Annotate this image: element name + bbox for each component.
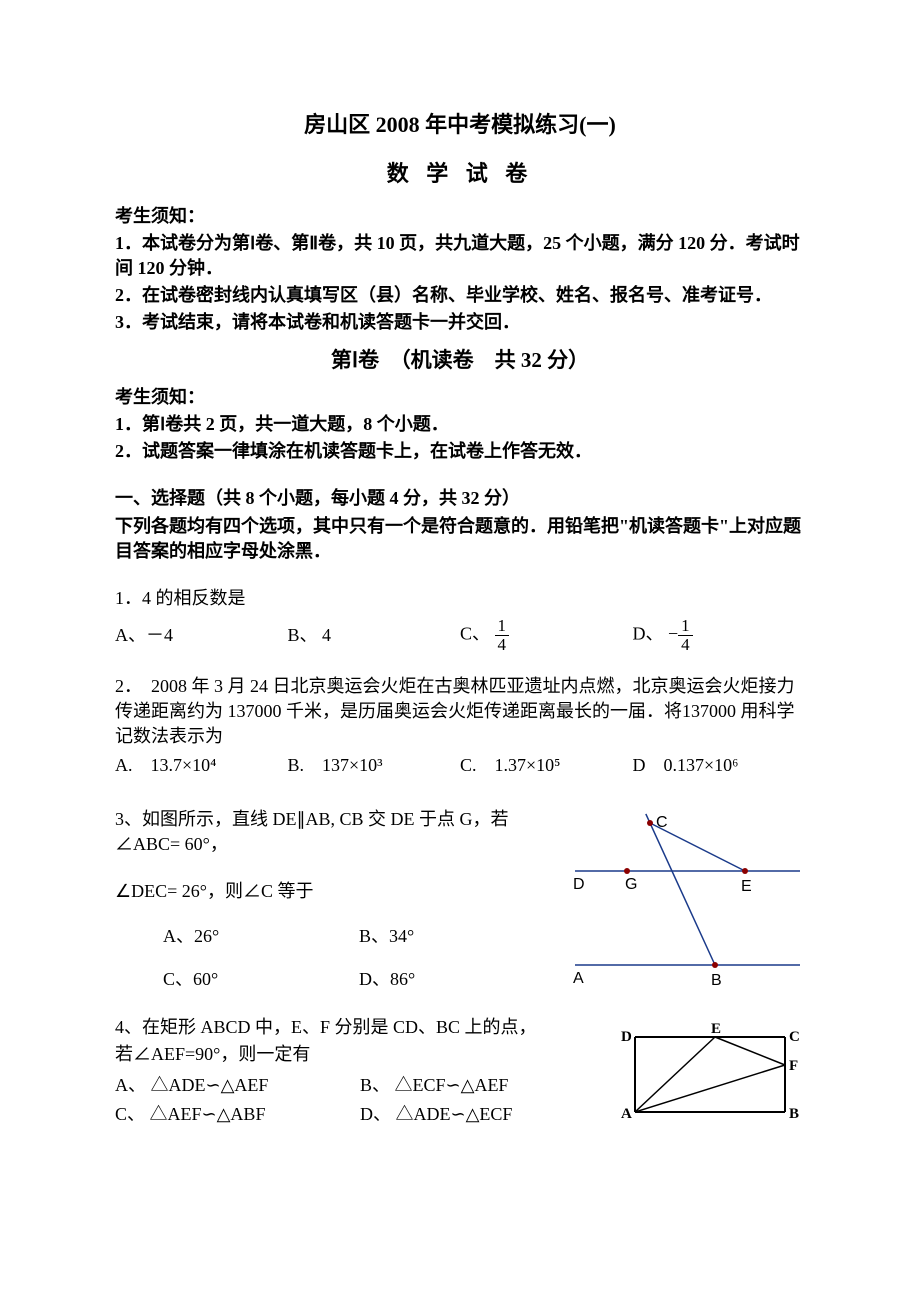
q4-l1: 4、在矩形 ABCD 中，E、F 分别是 CD、BC 上的点，: [115, 1015, 605, 1040]
q1-d-den: 4: [678, 636, 693, 654]
svg-text:C: C: [789, 1029, 800, 1045]
instr1-l3: 3．考试结束，请将本试卷和机读答题卡一并交回．: [115, 310, 805, 335]
instr1-head: 考生须知：: [115, 204, 805, 229]
mc-head: 一、选择题（共 8 个小题，每小题 4 分，共 32 分）: [115, 486, 805, 511]
svg-text:E: E: [711, 1021, 721, 1037]
q3-l1: 3、如图所示，直线 DE∥AB, CB 交 DE 于点 G，若 ∠ABC= 60…: [115, 807, 555, 857]
rectangle-diagram-icon: D C B A E F: [605, 1017, 805, 1127]
svg-text:F: F: [789, 1058, 798, 1074]
q3-opt-b: B、34°: [359, 924, 555, 949]
q4-opt-d: D、 △ADE∽△ECF: [360, 1102, 605, 1127]
q1-opt-b: B、 4: [288, 623, 461, 648]
instr1-l1: 1．本试卷分为第Ⅰ卷、第Ⅱ卷，共 10 页，共九道大题，25 个小题，满分 12…: [115, 231, 805, 281]
mc-instr: 下列各题均有四个选项，其中只有一个是符合题意的．用铅笔把"机读答题卡"上对应题目…: [115, 514, 805, 564]
q1-d-neg: −: [668, 624, 678, 644]
q1-stem: 1．4 的相反数是: [115, 586, 805, 611]
q3-opt-a: A、26°: [163, 924, 359, 949]
title-sub: 数 学 试 卷: [115, 159, 805, 190]
q3-opt-c: C、60°: [163, 967, 359, 992]
instr2-head: 考生须知：: [115, 385, 805, 410]
q1-d-pre: D、: [633, 624, 664, 644]
svg-text:C: C: [656, 814, 668, 831]
q1-c-pre: C、: [460, 624, 490, 644]
svg-text:B: B: [789, 1106, 799, 1122]
q1-opt-a: A、－4: [115, 623, 288, 648]
svg-text:A: A: [621, 1106, 632, 1122]
mc-header: 一、选择题（共 8 个小题，每小题 4 分，共 32 分） 下列各题均有四个选项…: [115, 486, 805, 564]
svg-text:G: G: [625, 876, 637, 893]
instructions-1: 考生须知： 1．本试卷分为第Ⅰ卷、第Ⅱ卷，共 10 页，共九道大题，25 个小题…: [115, 204, 805, 336]
q4-opt-c: C、 △AEF∽△ABF: [115, 1102, 360, 1127]
question-4: 4、在矩形 ABCD 中，E、F 分别是 CD、BC 上的点， 若∠AEF=90…: [115, 1013, 805, 1128]
question-2: 2． 2008 年 3 月 24 日北京奥运会火炬在古奥林匹亚遗址内点燃，北京奥…: [115, 674, 805, 779]
q2-opt-b: B. 137×10³: [288, 753, 461, 778]
title-main: 房山区 2008 年中考模拟练习(一): [115, 110, 805, 141]
q2-opt-d: D 0.137×10⁶: [633, 753, 806, 778]
instructions-2: 考生须知： 1．第Ⅰ卷共 2 页，共一道大题，8 个小题． 2．试题答案一律填涂…: [115, 385, 805, 465]
q1-opt-d: D、 − 1 4: [633, 617, 806, 654]
instr2-l1: 1．第Ⅰ卷共 2 页，共一道大题，8 个小题．: [115, 412, 805, 437]
q4-opt-b: B、 △ECF∽△AEF: [360, 1073, 605, 1098]
q1-d-num: 1: [678, 617, 693, 636]
instr2-l2: 2．试题答案一律填涂在机读答题卡上，在试卷上作答无效．: [115, 439, 805, 464]
q4-opt-a: A、 △ADE∽△AEF: [115, 1073, 360, 1098]
q4-l2: 若∠AEF=90°，则一定有: [115, 1042, 605, 1067]
svg-text:B: B: [711, 972, 722, 989]
q3-figure: C D G E A B: [555, 805, 805, 1005]
q3-l2: ∠DEC= 26°，则∠C 等于: [115, 879, 555, 904]
fraction-icon: 1 4: [495, 617, 510, 654]
svg-text:A: A: [573, 970, 584, 987]
fraction-icon: 1 4: [678, 617, 693, 654]
svg-text:D: D: [573, 876, 585, 893]
q1-opt-c: C、 1 4: [460, 617, 633, 654]
svg-text:D: D: [621, 1029, 632, 1045]
q3-opt-d: D、86°: [359, 967, 555, 992]
instr1-l2: 2．在试卷密封线内认真填写区（县）名称、毕业学校、姓名、报名号、准考证号．: [115, 283, 805, 308]
question-1: 1．4 的相反数是 A、－4 B、 4 C、 1 4 D、 − 1 4: [115, 586, 805, 654]
q2-opt-c: C. 1.37×10⁵: [460, 753, 633, 778]
svg-text:E: E: [741, 878, 752, 895]
q2-opt-a: A. 13.7×10⁴: [115, 753, 288, 778]
geometry-diagram-icon: C D G E A B: [555, 805, 805, 1005]
q4-figure: D C B A E F: [605, 1013, 805, 1128]
q1-c-num: 1: [495, 617, 510, 636]
question-3: 3、如图所示，直线 DE∥AB, CB 交 DE 于点 G，若 ∠ABC= 60…: [115, 805, 805, 1005]
section1-title: 第Ⅰ卷 （机读卷 共 32 分）: [115, 346, 805, 375]
q2-stem: 2． 2008 年 3 月 24 日北京奥运会火炬在古奥林匹亚遗址内点燃，北京奥…: [115, 674, 805, 750]
q1-c-den: 4: [495, 636, 510, 654]
